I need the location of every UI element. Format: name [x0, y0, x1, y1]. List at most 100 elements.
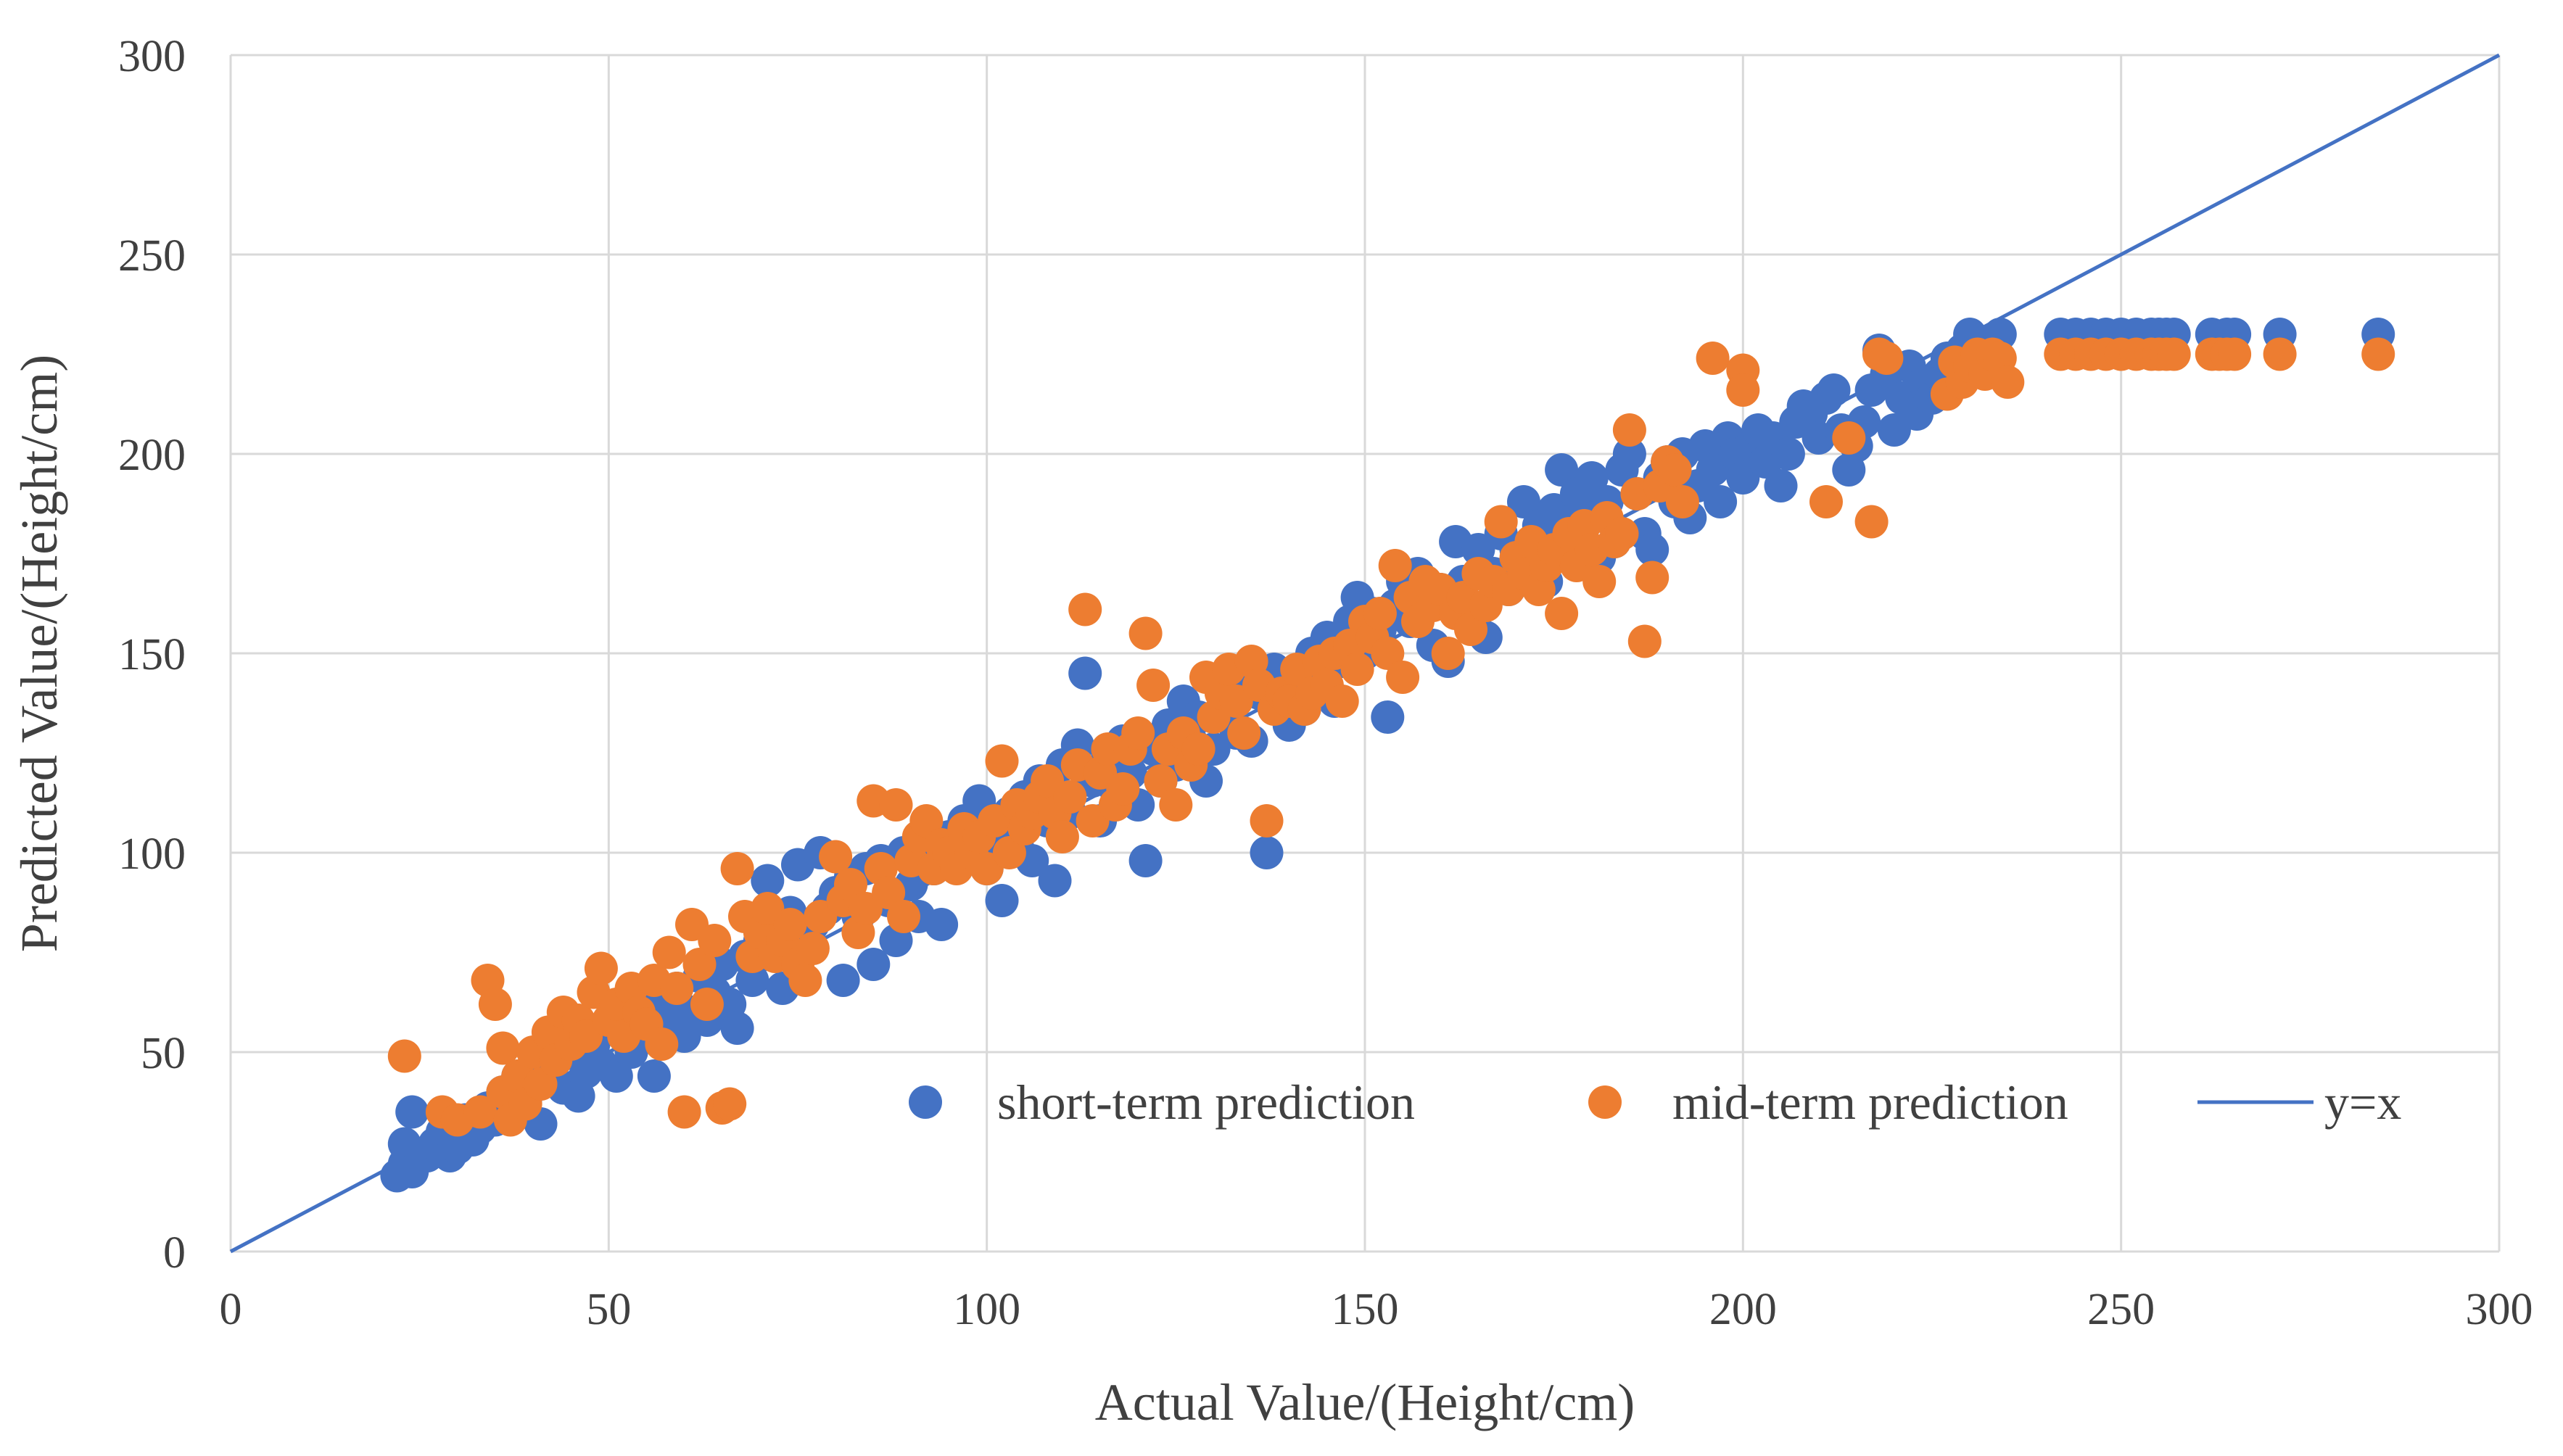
- mid-term-prediction-point: [992, 836, 1026, 869]
- data-points: [380, 318, 2395, 1193]
- mid-term-prediction-point: [690, 988, 724, 1021]
- legend-swatch-short-term-prediction: [909, 1085, 942, 1119]
- mid-term-prediction-point: [1665, 485, 1699, 518]
- y-tick-label: 50: [141, 1029, 186, 1078]
- mid-term-prediction-point: [1181, 732, 1216, 766]
- y-axis-title: Predicted Value/(Height/cm): [10, 355, 68, 952]
- mid-term-prediction-point: [2157, 337, 2191, 371]
- mid-term-prediction-point: [834, 868, 867, 901]
- mid-term-prediction-point: [1726, 373, 1760, 407]
- short-term-prediction-point: [751, 864, 785, 898]
- mid-term-prediction-point: [1371, 637, 1405, 670]
- mid-term-prediction-point: [1136, 669, 1171, 702]
- legend-label-mid-term-prediction: mid-term prediction: [1672, 1075, 2068, 1130]
- mid-term-prediction-point: [698, 924, 732, 957]
- mid-term-prediction-point: [1612, 413, 1646, 447]
- x-tick-label: 0: [220, 1285, 242, 1334]
- mid-term-prediction-point: [1144, 764, 1178, 798]
- short-term-prediction-point: [637, 1059, 671, 1093]
- mid-term-prediction-point: [1582, 565, 1617, 598]
- mid-term-prediction-point: [773, 908, 807, 941]
- mid-term-prediction-point: [1991, 365, 2025, 399]
- mid-term-prediction-point: [1809, 485, 1843, 518]
- x-tick-label: 150: [1332, 1285, 1399, 1334]
- mid-term-prediction-point: [524, 1067, 558, 1101]
- short-term-prediction-point: [1545, 453, 1579, 487]
- short-term-prediction-point: [1764, 469, 1798, 502]
- mid-term-prediction-point: [667, 1095, 701, 1129]
- short-term-prediction-point: [1128, 844, 1163, 877]
- mid-term-prediction-point: [879, 788, 913, 822]
- mid-term-prediction-point: [1870, 342, 1904, 375]
- x-axis-title: Actual Value/(Height/cm): [1095, 1373, 1635, 1431]
- mid-term-prediction-point: [1454, 613, 1487, 646]
- mid-term-prediction-point: [909, 804, 944, 837]
- mid-term-prediction-point: [463, 1095, 498, 1129]
- y-tick-label: 150: [118, 630, 186, 679]
- y-tick-label: 300: [118, 32, 186, 81]
- mid-term-prediction-point: [387, 1039, 421, 1073]
- x-tick-label: 300: [2466, 1285, 2533, 1334]
- short-term-prediction-point: [395, 1095, 429, 1129]
- legend: short-term prediction mid-term prediction…: [909, 1075, 2401, 1130]
- mid-term-prediction-point: [1635, 561, 1670, 595]
- mid-term-prediction-point: [1431, 637, 1465, 670]
- mid-term-prediction-point: [1068, 592, 1102, 626]
- mid-term-prediction-point: [660, 972, 694, 1005]
- short-term-prediction-point: [1068, 656, 1102, 690]
- short-term-prediction-point: [925, 908, 959, 941]
- mid-term-prediction-point: [1250, 804, 1284, 837]
- short-term-prediction-point: [1250, 836, 1284, 869]
- mid-term-prediction-point: [1627, 624, 1662, 658]
- short-term-prediction-point: [1371, 700, 1405, 734]
- mid-term-prediction-point: [1378, 549, 1412, 582]
- mid-term-prediction-point: [1854, 505, 1889, 539]
- mid-term-prediction-point: [1386, 661, 1420, 694]
- mid-term-prediction-point: [819, 840, 853, 874]
- mid-term-prediction-point: [652, 935, 686, 969]
- short-term-prediction-point: [1635, 533, 1670, 566]
- mid-term-prediction-point: [1227, 716, 1261, 750]
- x-tick-label: 50: [586, 1285, 631, 1334]
- mid-term-prediction-point: [645, 1027, 679, 1061]
- mid-term-prediction-point: [2361, 337, 2395, 371]
- mid-term-prediction-point: [682, 948, 717, 981]
- mid-term-prediction-point: [887, 900, 920, 933]
- mid-term-prediction-point: [1053, 780, 1087, 814]
- mid-term-prediction-point: [2263, 337, 2297, 371]
- y-tick-label: 250: [118, 231, 186, 281]
- short-term-prediction-point: [1612, 437, 1646, 471]
- mid-term-prediction-point: [872, 876, 906, 909]
- y-tick-label: 100: [118, 830, 186, 879]
- short-term-prediction-point: [1704, 485, 1738, 518]
- mid-term-prediction-point: [584, 951, 618, 985]
- mid-term-prediction-point: [1484, 505, 1518, 539]
- short-term-prediction-point: [735, 964, 769, 997]
- mid-term-prediction-point: [2218, 337, 2252, 371]
- y-tick-label: 0: [163, 1228, 186, 1278]
- short-term-prediction-point: [826, 964, 860, 997]
- short-term-prediction-point: [1507, 485, 1540, 518]
- mid-term-prediction-point: [985, 744, 1019, 778]
- mid-term-prediction-point: [478, 988, 512, 1021]
- short-term-prediction-point: [1817, 373, 1851, 407]
- short-term-prediction-point: [599, 1059, 633, 1093]
- short-term-prediction-point: [1574, 461, 1609, 495]
- short-term-prediction-point: [1038, 864, 1072, 898]
- mid-term-prediction-point: [796, 932, 830, 965]
- short-term-prediction-point: [857, 948, 891, 981]
- tick-labels: 0 50 100 150 200 250 300 0 50 100 150 200 250 300: [118, 32, 2533, 1334]
- mid-term-prediction-point: [1545, 597, 1579, 630]
- mid-term-prediction-point: [1658, 453, 1692, 487]
- x-tick-label: 250: [2087, 1285, 2155, 1334]
- short-term-prediction-point: [985, 884, 1019, 917]
- mid-term-prediction-point: [1128, 616, 1163, 650]
- mid-term-prediction-point: [1696, 342, 1730, 375]
- mid-term-prediction-point: [1159, 788, 1193, 822]
- mid-term-prediction-point: [713, 1087, 747, 1121]
- mid-term-prediction-point: [1363, 597, 1397, 630]
- mid-term-prediction-point: [486, 1031, 520, 1065]
- x-tick-label: 100: [953, 1285, 1020, 1334]
